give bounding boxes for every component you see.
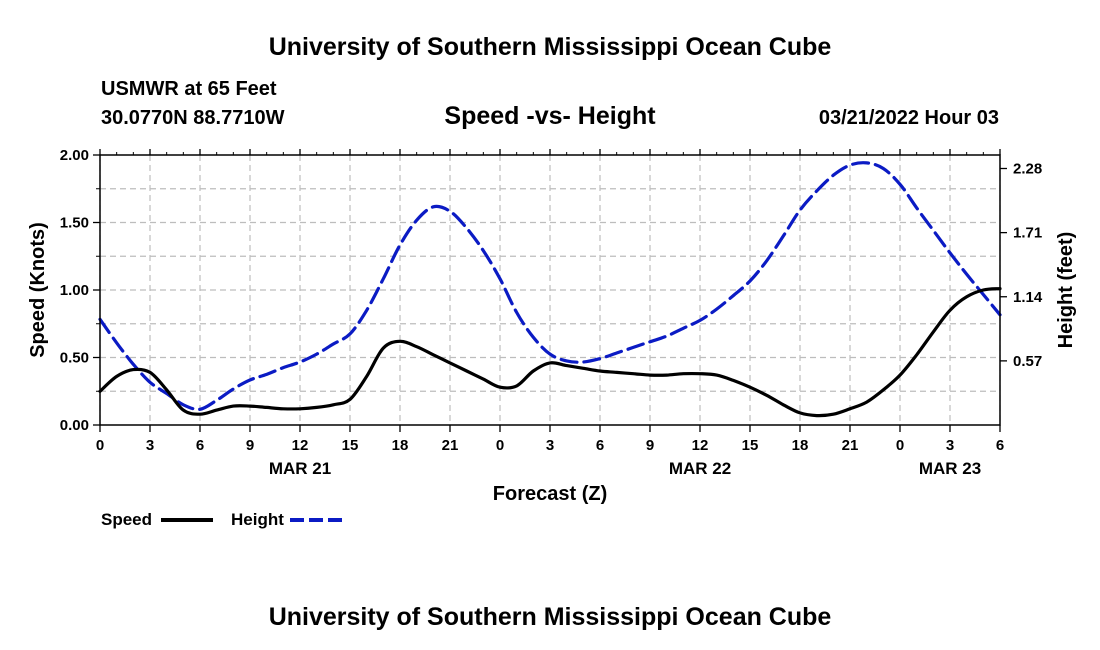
series-line-speed [98,287,1002,418]
date-label: MAR 23 [919,459,981,478]
x-tick-label: 9 [246,437,254,454]
series-line-height [98,161,1002,412]
date-label: MAR 22 [669,459,731,478]
x-tick-label: 6 [596,437,604,454]
legend-label-height: Height [231,510,284,529]
legend: Speed Height [101,510,343,529]
x-axis-title: Forecast (Z) [493,483,607,505]
x-tick-label: 15 [742,437,759,454]
x-tick-label: 21 [442,437,459,454]
date-label: MAR 21 [269,459,331,478]
x-tick-label: 3 [546,437,554,454]
datetime-label: 03/21/2022 Hour 03 [819,107,999,129]
x-tick-label: 0 [496,437,504,454]
y-tick-label: 1.50 [60,215,89,232]
y-tick-label: 2.00 [60,147,89,164]
x-tick-label: 3 [946,437,954,454]
x-tick-label: 3 [146,437,154,454]
grid-layer [99,155,1001,425]
y2-tick-label: 2.28 [1013,161,1042,178]
x-tick-label: 0 [96,437,104,454]
y-tick-label: 0.50 [60,350,89,367]
y2-tick-label: 1.71 [1013,225,1042,242]
y-axis-title: Speed (Knots) [27,222,49,358]
y-tick-label: 0.00 [60,417,89,434]
footer-title: University of Southern Mississippi Ocean… [269,603,832,631]
series-layer [98,161,1002,418]
y2-tick-label: 0.57 [1013,353,1042,370]
x-tick-label: 18 [392,437,409,454]
coordinates-label: 30.0770N 88.7710W [101,107,285,129]
x-tick-label: 12 [692,437,709,454]
y2-tick-label: 1.14 [1013,289,1043,306]
x-tick-label: 0 [896,437,904,454]
axis-layer: 0 3 6 9 12 15 18 21 0 3 6 9 12 15 18 21 0 3 6 MAR 21 MAR 22 M… [60,147,1043,478]
legend-label-speed: Speed [101,510,152,529]
x-tick-label: 9 [646,437,654,454]
x-tick-label: 21 [842,437,859,454]
x-tick-label: 15 [342,437,359,454]
y-tick-label: 1.00 [60,282,89,299]
x-tick-label: 18 [792,437,809,454]
x-tick-label: 6 [196,437,204,454]
chart-subtitle: Speed -vs- Height [444,102,656,130]
x-tick-label: 12 [292,437,309,454]
page-title: University of Southern Mississippi Ocean… [269,33,832,61]
y2-axis-title: Height (feet) [1055,232,1077,349]
x-tick-label: 6 [996,437,1004,454]
station-label: USMWR at 65 Feet [101,78,277,100]
